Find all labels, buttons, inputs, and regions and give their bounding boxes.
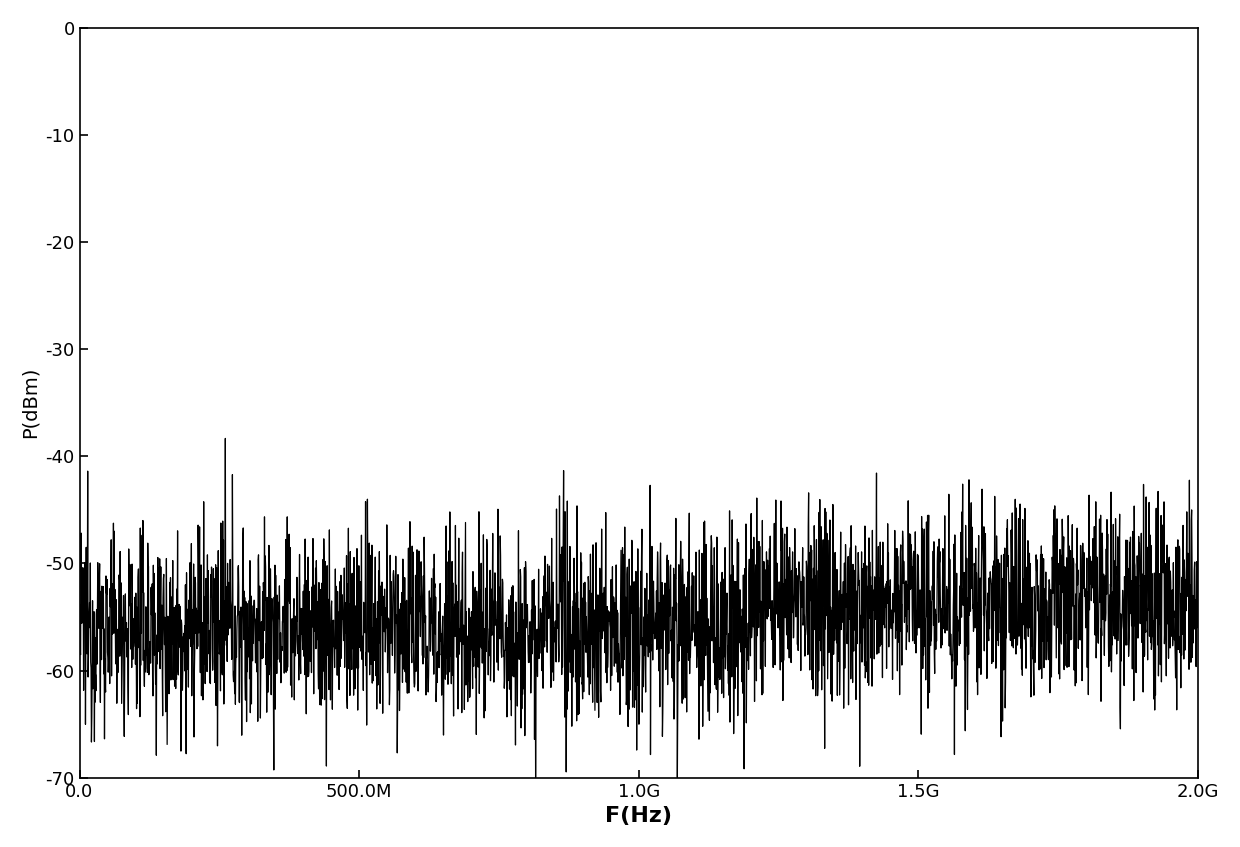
Y-axis label: P(dBm): P(dBm) <box>21 367 40 439</box>
X-axis label: F(Hz): F(Hz) <box>605 806 672 826</box>
